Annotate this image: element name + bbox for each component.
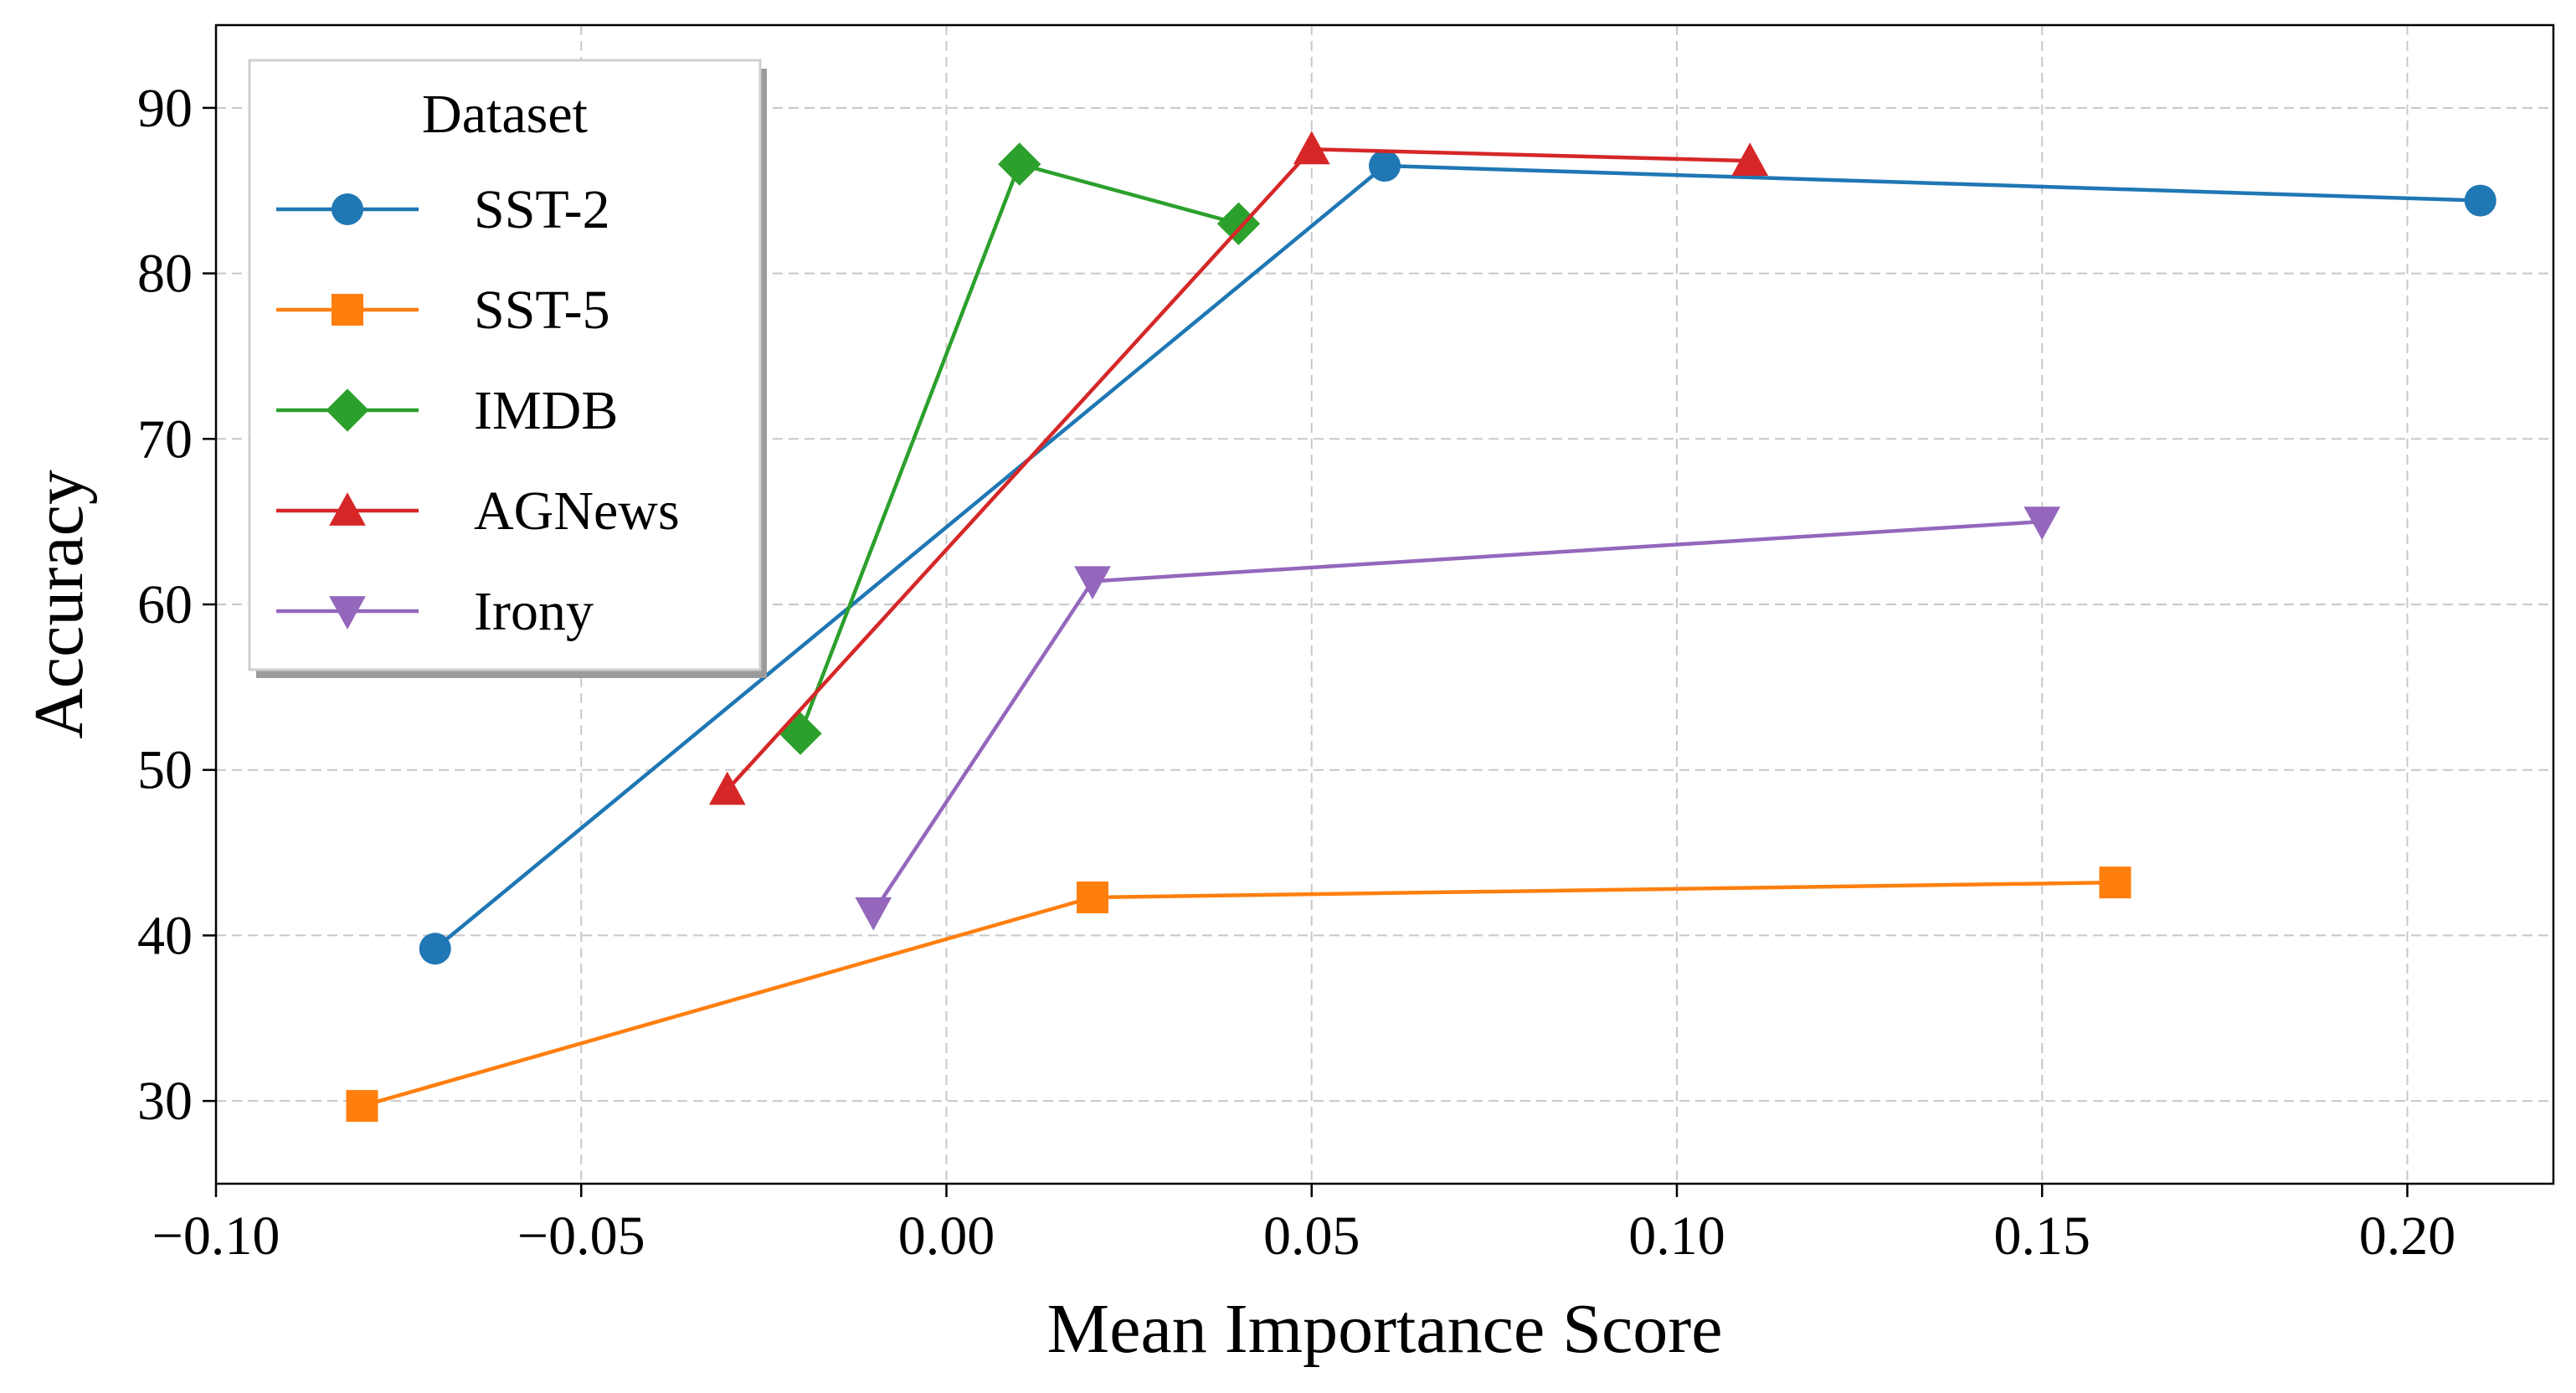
y-tick-label: 30 [137, 1071, 193, 1132]
x-tick-label: 0.00 [898, 1205, 995, 1267]
data-point [2023, 506, 2061, 540]
series-irony [855, 506, 2061, 931]
y-tick-label: 40 [137, 905, 193, 966]
data-point [1369, 150, 1401, 182]
x-tick-label: 0.20 [2359, 1205, 2456, 1267]
legend-entry: SST-2 [276, 179, 610, 240]
axis-ticks: −0.10 −0.05 0.00 0.05 0.10 0.15 0.20 30 40 50 60 70… [137, 78, 2455, 1267]
legend-label: IMDB [474, 380, 618, 441]
data-point [2464, 184, 2496, 217]
x-tick-label: 0.15 [1994, 1205, 2091, 1267]
data-point [2099, 866, 2131, 899]
legend: Dataset SST-2 SST-5 IMDB AGNews Irony [248, 59, 767, 678]
y-tick-label: 50 [137, 740, 193, 801]
y-tick-label: 80 [137, 244, 193, 305]
x-tick-label: −0.05 [517, 1205, 645, 1267]
legend-marker [332, 193, 363, 225]
data-point [855, 897, 892, 931]
x-tick-label: 0.05 [1263, 1205, 1360, 1267]
legend-entry: AGNews [276, 481, 680, 542]
legend-entry: Irony [276, 581, 594, 642]
y-tick-label: 90 [137, 78, 193, 139]
legend-label: SST-2 [474, 179, 610, 240]
x-axis-label: Mean Importance Score [1047, 1290, 1723, 1368]
legend-label: AGNews [474, 481, 680, 542]
data-point [1293, 131, 1330, 165]
legend-marker [326, 388, 369, 432]
legend-title: Dataset [422, 84, 588, 145]
series-imdb [779, 142, 1261, 755]
y-axis-label: Accuracy [20, 470, 98, 739]
data-point [419, 933, 451, 965]
data-point [708, 771, 746, 805]
data-point [1216, 202, 1261, 245]
series-sst-5 [346, 866, 2131, 1123]
legend-entry: IMDB [276, 380, 618, 441]
data-point [998, 142, 1041, 186]
series-sst-2 [419, 150, 2496, 965]
legend-marker [329, 596, 366, 630]
y-tick-label: 60 [137, 574, 193, 635]
data-point [346, 1090, 378, 1123]
series-agnews [708, 131, 1769, 805]
legend-label: Irony [474, 581, 594, 642]
legend-box [248, 59, 762, 671]
data-point [1731, 142, 1769, 177]
legend-label: SST-5 [474, 280, 610, 341]
legend-marker [332, 294, 363, 326]
legend-entry: SST-5 [276, 280, 610, 341]
data-point [1074, 566, 1111, 600]
x-tick-label: 0.10 [1628, 1205, 1725, 1267]
series [346, 131, 2496, 1123]
legend-items: SST-2 SST-5 IMDB AGNews Irony [276, 179, 680, 642]
legend-marker [329, 492, 366, 526]
x-tick-label: −0.10 [152, 1205, 280, 1267]
y-tick-label: 70 [137, 409, 193, 470]
data-point [1077, 881, 1108, 913]
